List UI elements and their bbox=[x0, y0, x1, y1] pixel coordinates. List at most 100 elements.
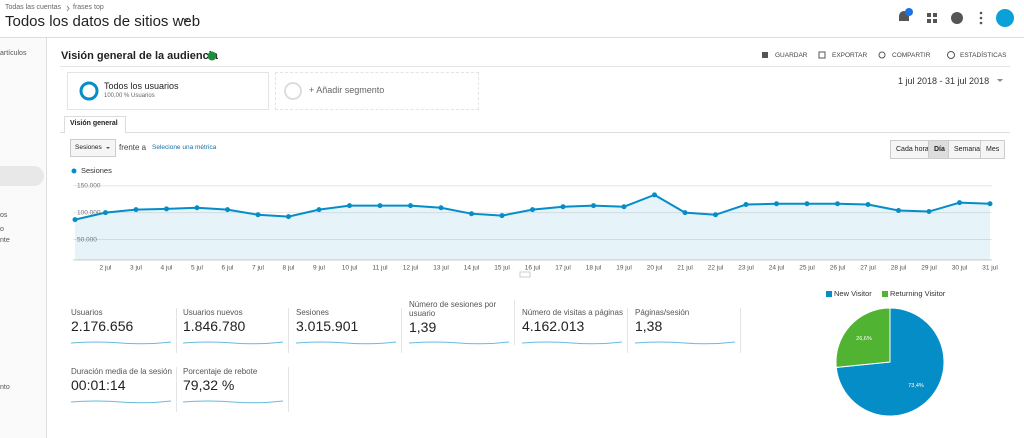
x-tick-label: 5 jul bbox=[191, 265, 203, 272]
sidebar-item[interactable]: nto bbox=[0, 384, 10, 391]
point bbox=[682, 210, 688, 216]
metric-select[interactable] bbox=[70, 139, 116, 157]
y-tick-label: 150.000 bbox=[77, 182, 101, 189]
metric: Número de sesiones por usuario 1,39 bbox=[409, 300, 515, 345]
action[interactable]: EXPORTAR bbox=[832, 52, 868, 59]
action[interactable]: GUARDAR bbox=[775, 52, 808, 59]
segment-ring bbox=[284, 82, 302, 100]
sparkline bbox=[70, 400, 172, 404]
pie-label: 73,4% bbox=[908, 383, 924, 389]
metric-value: 1,39 bbox=[409, 319, 437, 335]
action[interactable]: ESTADÍSTICAS bbox=[960, 52, 1007, 59]
point bbox=[804, 201, 810, 207]
point bbox=[560, 204, 566, 210]
metric-label: Usuarios nuevos bbox=[183, 308, 243, 317]
divider bbox=[60, 66, 1010, 67]
sidebar-item[interactable]: nte bbox=[0, 237, 10, 244]
select-caret bbox=[106, 147, 110, 149]
x-tick-label: 26 jul bbox=[830, 265, 846, 272]
x-tick-label: 20 jul bbox=[647, 265, 663, 272]
x-tick-label: 12 jul bbox=[403, 265, 419, 272]
x-tick-label: 7 jul bbox=[252, 265, 264, 272]
compare-text: frente a bbox=[119, 143, 147, 152]
tab[interactable] bbox=[64, 116, 126, 133]
x-tick-label: 31 jul bbox=[982, 265, 998, 272]
avatar[interactable] bbox=[996, 9, 1014, 27]
legend-label: Sesiones bbox=[81, 166, 112, 175]
point bbox=[194, 205, 200, 211]
x-tick-label: 8 jul bbox=[283, 265, 295, 272]
verified-icon bbox=[207, 51, 217, 61]
metric-select-label: Sesiones bbox=[75, 144, 102, 151]
help-icon[interactable] bbox=[951, 12, 963, 24]
save-icon bbox=[762, 52, 768, 58]
breadcrumb[interactable]: Todas las cuentas bbox=[5, 4, 62, 11]
view-title[interactable]: Todos los datos de sitios web bbox=[5, 13, 201, 30]
sparkline bbox=[182, 341, 284, 345]
x-tick-label: 21 jul bbox=[677, 265, 693, 272]
point bbox=[316, 207, 322, 213]
metric-label: Páginas/sesión bbox=[635, 308, 690, 317]
x-tick-label: 27 jul bbox=[860, 265, 876, 272]
point bbox=[255, 212, 261, 218]
date-caret[interactable] bbox=[997, 79, 1003, 82]
sparkline bbox=[634, 341, 736, 345]
dropdown-icon[interactable] bbox=[182, 17, 190, 22]
point bbox=[865, 202, 871, 208]
sidebar-item[interactable]: o bbox=[0, 226, 4, 233]
apps-icon[interactable] bbox=[927, 13, 937, 23]
legend-dot bbox=[71, 168, 77, 174]
more-icon[interactable] bbox=[979, 11, 983, 25]
metric-label: Duración media de la sesión bbox=[71, 367, 172, 376]
tab-label: Visión general bbox=[70, 120, 118, 127]
compare-link[interactable]: Selecione una métrica bbox=[152, 144, 217, 151]
point bbox=[926, 209, 932, 215]
x-tick-label: 4 jul bbox=[161, 265, 173, 272]
x-tick-label: 25 jul bbox=[799, 265, 815, 272]
metric-value: 1.846.780 bbox=[183, 318, 246, 334]
x-tick-label: 23 jul bbox=[738, 265, 754, 272]
pie-label: 26,6% bbox=[856, 336, 872, 342]
point bbox=[743, 202, 749, 208]
x-tick-label: 6 jul bbox=[222, 265, 234, 272]
export-icon bbox=[818, 51, 826, 59]
x-tick-label: 29 jul bbox=[921, 265, 937, 272]
legend-label: New Visitor bbox=[834, 289, 872, 298]
granularity[interactable]: Semana bbox=[948, 140, 987, 159]
tab-line bbox=[60, 132, 1010, 133]
point bbox=[530, 207, 535, 213]
point bbox=[438, 205, 444, 211]
metric: Sesiones 3.015.901 bbox=[296, 308, 402, 353]
breadcrumb[interactable]: frases top bbox=[73, 4, 104, 11]
x-tick-label: 30 jul bbox=[952, 265, 968, 272]
point bbox=[774, 201, 779, 207]
metric: Duración media de la sesión 00:01:14 bbox=[71, 367, 177, 412]
add-segment[interactable]: + Añadir segmento bbox=[309, 85, 385, 95]
point bbox=[347, 203, 352, 209]
resize-handle[interactable] bbox=[519, 271, 531, 278]
point bbox=[286, 214, 291, 220]
y-tick-label: 100.000 bbox=[77, 209, 101, 216]
x-tick-label: 16 jul bbox=[525, 265, 541, 272]
metric-value: 4.162.013 bbox=[522, 318, 585, 334]
x-tick-label: 24 jul bbox=[769, 265, 785, 272]
date-range[interactable]: 1 jul 2018 - 31 jul 2018 bbox=[898, 76, 990, 86]
action[interactable]: COMPARTIR bbox=[892, 52, 931, 59]
point bbox=[835, 201, 840, 207]
sparkline bbox=[521, 341, 623, 345]
point bbox=[987, 201, 993, 207]
granularity[interactable]: Mes bbox=[980, 140, 1006, 159]
point bbox=[408, 203, 413, 209]
sidebar-active bbox=[0, 166, 44, 186]
point bbox=[164, 206, 169, 212]
badge bbox=[905, 8, 913, 16]
sidebar-item[interactable]: artículos bbox=[0, 50, 27, 57]
metric: Usuarios 2.176.656 bbox=[71, 308, 177, 353]
sparkline bbox=[182, 400, 284, 404]
sidebar-item[interactable]: os bbox=[0, 212, 8, 219]
metric-label: Número de visitas a páginas bbox=[522, 308, 623, 317]
add-segment-box[interactable] bbox=[275, 72, 479, 110]
segment-box[interactable] bbox=[67, 72, 269, 110]
segment-detail: 100,00 % Usuarios bbox=[104, 93, 155, 99]
